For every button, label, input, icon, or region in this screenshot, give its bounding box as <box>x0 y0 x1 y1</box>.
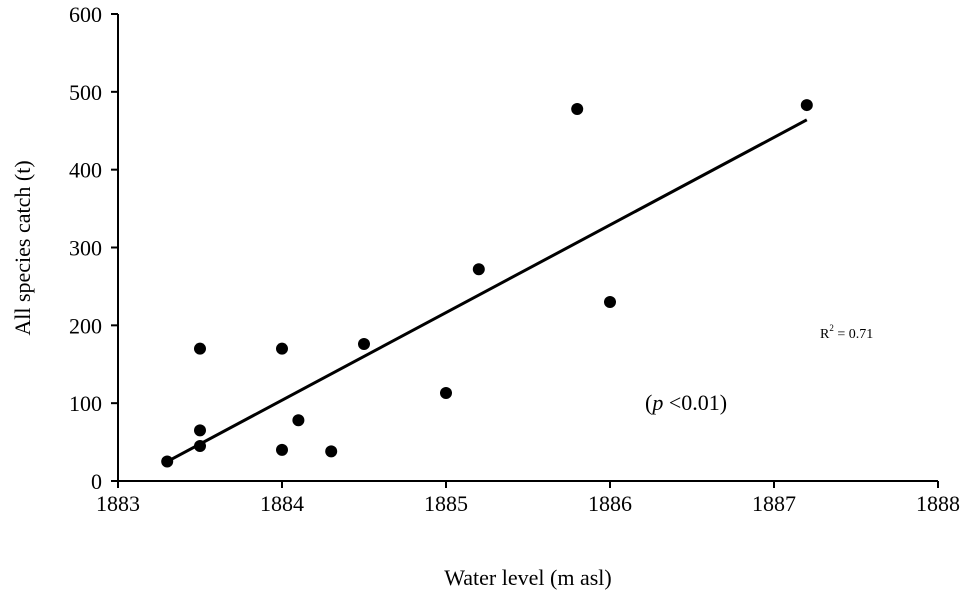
x-tick-label: 1887 <box>752 491 796 516</box>
x-tick-label: 1886 <box>588 491 632 516</box>
r2-rest: = 0.71 <box>834 327 873 342</box>
data-point <box>325 445 338 458</box>
p-rest: <0.01) <box>663 390 727 415</box>
data-point <box>276 443 288 456</box>
data-point <box>440 387 452 400</box>
x-tick-label: 1884 <box>260 491 304 516</box>
r2-sup: 2 <box>829 323 834 333</box>
y-tick-label: 0 <box>91 469 102 494</box>
r2-annotation: R2 = 0.71 <box>820 323 873 342</box>
x-tick-label: 1883 <box>96 491 140 516</box>
data-point <box>358 338 370 351</box>
data-point <box>472 263 485 276</box>
y-tick-label: 400 <box>69 158 102 183</box>
data-point <box>604 295 616 308</box>
x-tick-label: 1885 <box>424 491 468 516</box>
y-tick-label: 300 <box>69 236 102 261</box>
x-tick-label: 1888 <box>916 491 960 516</box>
y-tick-label: 100 <box>69 391 102 416</box>
r2-base: R <box>820 327 830 342</box>
data-point <box>194 424 206 437</box>
trend-line <box>166 118 808 463</box>
p-italic: p <box>650 390 663 415</box>
y-tick-label: 600 <box>69 2 102 27</box>
y-axis-title: All species catch (t) <box>10 160 35 335</box>
p-open: ( <box>645 390 652 415</box>
data-point <box>276 342 288 355</box>
y-tick-label: 200 <box>69 313 102 338</box>
p-annotation: (p <0.01) <box>645 390 727 415</box>
y-tick-label: 500 <box>69 80 102 105</box>
data-point <box>800 99 813 112</box>
data-point <box>292 414 305 427</box>
x-axis-title: Water level (m asl) <box>444 565 611 590</box>
data-point <box>571 102 584 115</box>
data-point <box>194 342 206 355</box>
